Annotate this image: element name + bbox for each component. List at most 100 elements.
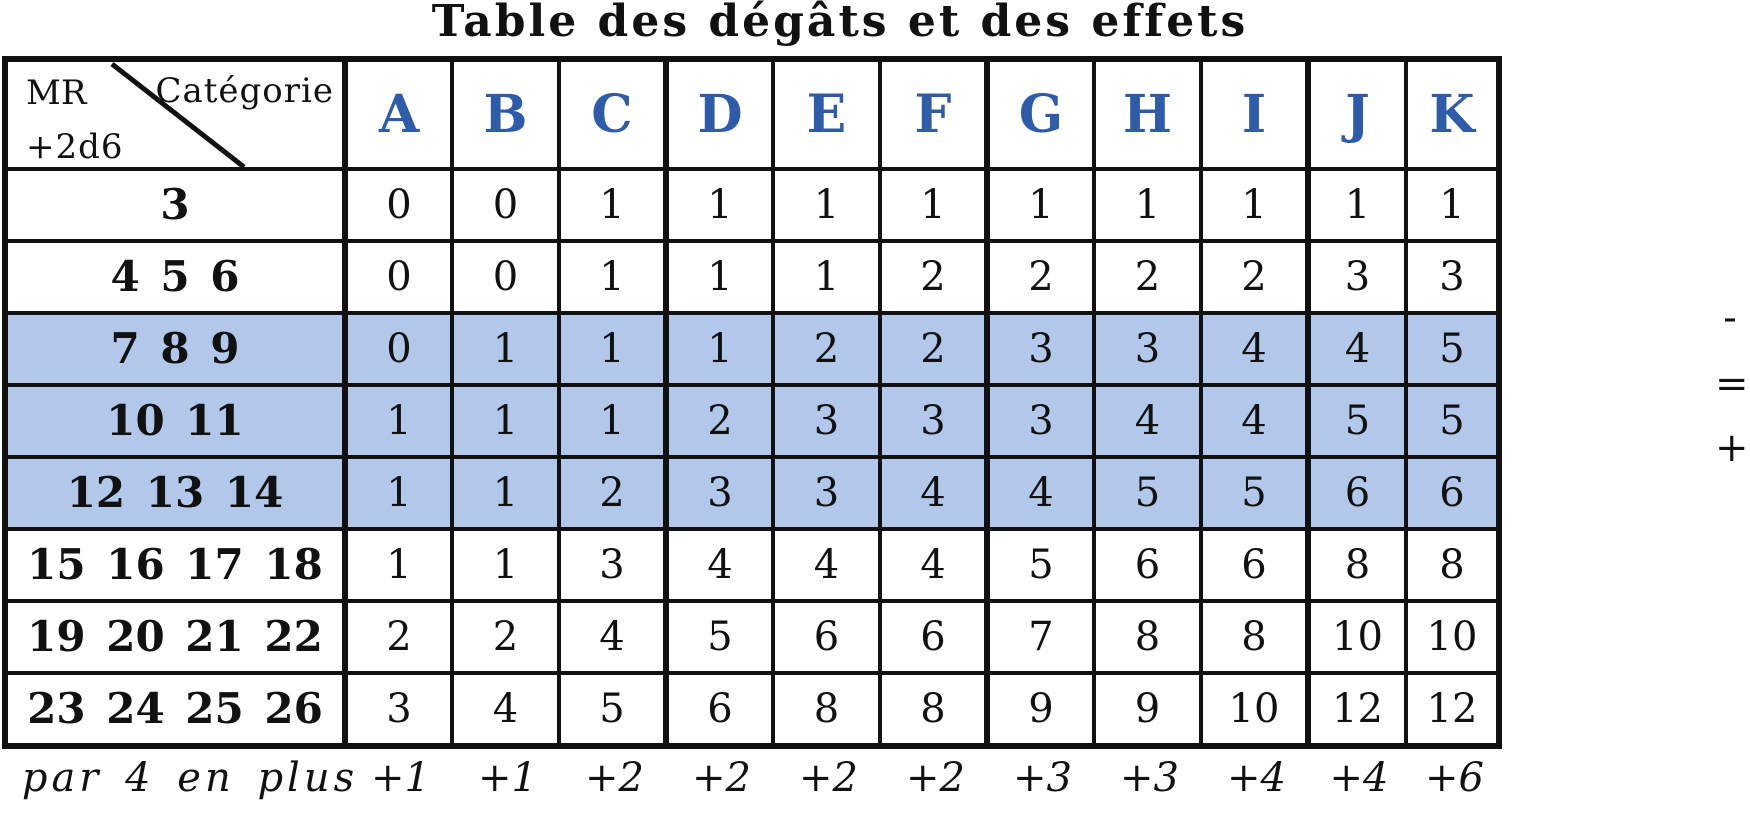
value-cell: 2 xyxy=(985,239,1096,315)
value-cell: 4 xyxy=(1199,311,1311,387)
column-header-a: A xyxy=(343,57,454,171)
value-cell: 5 xyxy=(985,527,1096,603)
value-cell: 3 xyxy=(664,455,775,531)
value-cell: 12 xyxy=(1404,671,1501,748)
value-cell: 6 xyxy=(664,671,775,748)
value-cell: 1 xyxy=(771,239,882,315)
value-cell: 8 xyxy=(1306,527,1408,603)
value-cell: 1 xyxy=(557,167,669,243)
value-cell: 1 xyxy=(878,167,990,243)
value-cell: 10 xyxy=(1306,599,1408,675)
value-cell: 6 xyxy=(771,599,882,675)
value-cell: 5 xyxy=(557,671,669,748)
value-cell: 1 xyxy=(1404,167,1501,243)
value-cell: 3 xyxy=(985,383,1096,459)
value-cell: 1 xyxy=(664,239,775,315)
value-cell: 9 xyxy=(1092,671,1203,748)
page-title: Table des dégâts et des effets xyxy=(431,0,1249,47)
value-cell: 1 xyxy=(450,455,561,531)
table-row: 12 13 14 1 1 2 3 3 4 4 5 5 6 6 xyxy=(3,455,1501,531)
value-cell: 1 xyxy=(664,311,775,387)
value-cell: 8 xyxy=(771,671,882,748)
value-cell: 6 xyxy=(878,599,990,675)
value-cell: 1 xyxy=(557,383,669,459)
value-cell: 9 xyxy=(985,671,1096,748)
side-mark: + xyxy=(1715,425,1749,471)
footer-value: +3 xyxy=(1120,755,1179,801)
value-cell: 4 xyxy=(1092,383,1203,459)
value-cell: 5 xyxy=(664,599,775,675)
footer-value: +2 xyxy=(692,755,751,801)
value-cell: 3 xyxy=(557,527,669,603)
value-cell: 2 xyxy=(878,239,990,315)
value-cell: 2 xyxy=(1199,239,1311,315)
table-row: 10 11 1 1 1 2 3 3 3 4 4 5 5 xyxy=(3,383,1501,459)
value-cell: 2 xyxy=(664,383,775,459)
value-cell: 1 xyxy=(450,311,561,387)
value-cell: 8 xyxy=(1404,527,1501,603)
value-cell: 4 xyxy=(985,455,1096,531)
value-cell: 3 xyxy=(771,455,882,531)
value-cell: 0 xyxy=(450,239,561,315)
value-cell: 6 xyxy=(1404,455,1501,531)
table-row: 19 20 21 22 2 2 4 5 6 6 7 8 8 10 10 xyxy=(3,599,1501,675)
value-cell: 5 xyxy=(1404,311,1501,387)
value-cell: 5 xyxy=(1404,383,1501,459)
value-cell: 10 xyxy=(1199,671,1311,748)
value-cell: 3 xyxy=(1092,311,1203,387)
value-cell: 7 xyxy=(985,599,1096,675)
value-cell: 12 xyxy=(1306,671,1408,748)
column-header-c: C xyxy=(557,57,669,171)
value-cell: 1 xyxy=(557,311,669,387)
value-cell: 4 xyxy=(1199,383,1311,459)
value-cell: 2 xyxy=(771,311,882,387)
table-row: 15 16 17 18 1 1 3 4 4 4 5 6 6 8 8 xyxy=(3,527,1501,603)
value-cell: 4 xyxy=(664,527,775,603)
diagonal-divider xyxy=(110,63,246,165)
value-cell: 5 xyxy=(1199,455,1311,531)
value-cell: 4 xyxy=(1306,311,1408,387)
footer-value: +2 xyxy=(906,755,965,801)
column-header-f: F xyxy=(878,57,990,171)
corner-cell: MR +2d6 Catégorie xyxy=(3,57,348,171)
value-cell: 1 xyxy=(1306,167,1408,243)
value-cell: 1 xyxy=(343,455,454,531)
value-cell: 1 xyxy=(1092,167,1203,243)
value-cell: 1 xyxy=(985,167,1096,243)
column-header-g: G xyxy=(985,57,1096,171)
value-cell: 6 xyxy=(1306,455,1408,531)
value-cell: 2 xyxy=(343,599,454,675)
value-cell: 1 xyxy=(771,167,882,243)
value-cell: 4 xyxy=(557,599,669,675)
column-header-d: D xyxy=(664,57,775,171)
value-cell: 10 xyxy=(1404,599,1501,675)
value-cell: 1 xyxy=(343,383,454,459)
row-label: 10 11 xyxy=(3,383,348,459)
value-cell: 0 xyxy=(343,239,454,315)
value-cell: 5 xyxy=(1306,383,1408,459)
footer-value: +4 xyxy=(1329,755,1389,801)
value-cell: 0 xyxy=(343,311,454,387)
table-row: 23 24 25 26 3 4 5 6 8 8 9 9 10 12 12 xyxy=(3,671,1501,748)
value-cell: 1 xyxy=(343,527,454,603)
side-mark: = xyxy=(1715,361,1749,407)
value-cell: 5 xyxy=(1092,455,1203,531)
value-cell: 1 xyxy=(1199,167,1311,243)
value-cell: 3 xyxy=(1404,239,1501,315)
row-label: 19 20 21 22 xyxy=(3,599,348,675)
value-cell: 0 xyxy=(343,167,454,243)
value-cell: 8 xyxy=(1199,599,1311,675)
value-cell: 6 xyxy=(1199,527,1311,603)
value-cell: 8 xyxy=(878,671,990,748)
corner-category-label: Catégorie xyxy=(155,71,334,111)
value-cell: 2 xyxy=(878,311,990,387)
footer-value: +2 xyxy=(799,755,858,801)
footer-value: +1 xyxy=(371,755,430,801)
value-cell: 1 xyxy=(664,167,775,243)
value-cell: 1 xyxy=(450,383,561,459)
row-label: 4 5 6 xyxy=(3,239,348,315)
footer-value: +3 xyxy=(1013,755,1072,801)
value-cell: 3 xyxy=(1306,239,1408,315)
